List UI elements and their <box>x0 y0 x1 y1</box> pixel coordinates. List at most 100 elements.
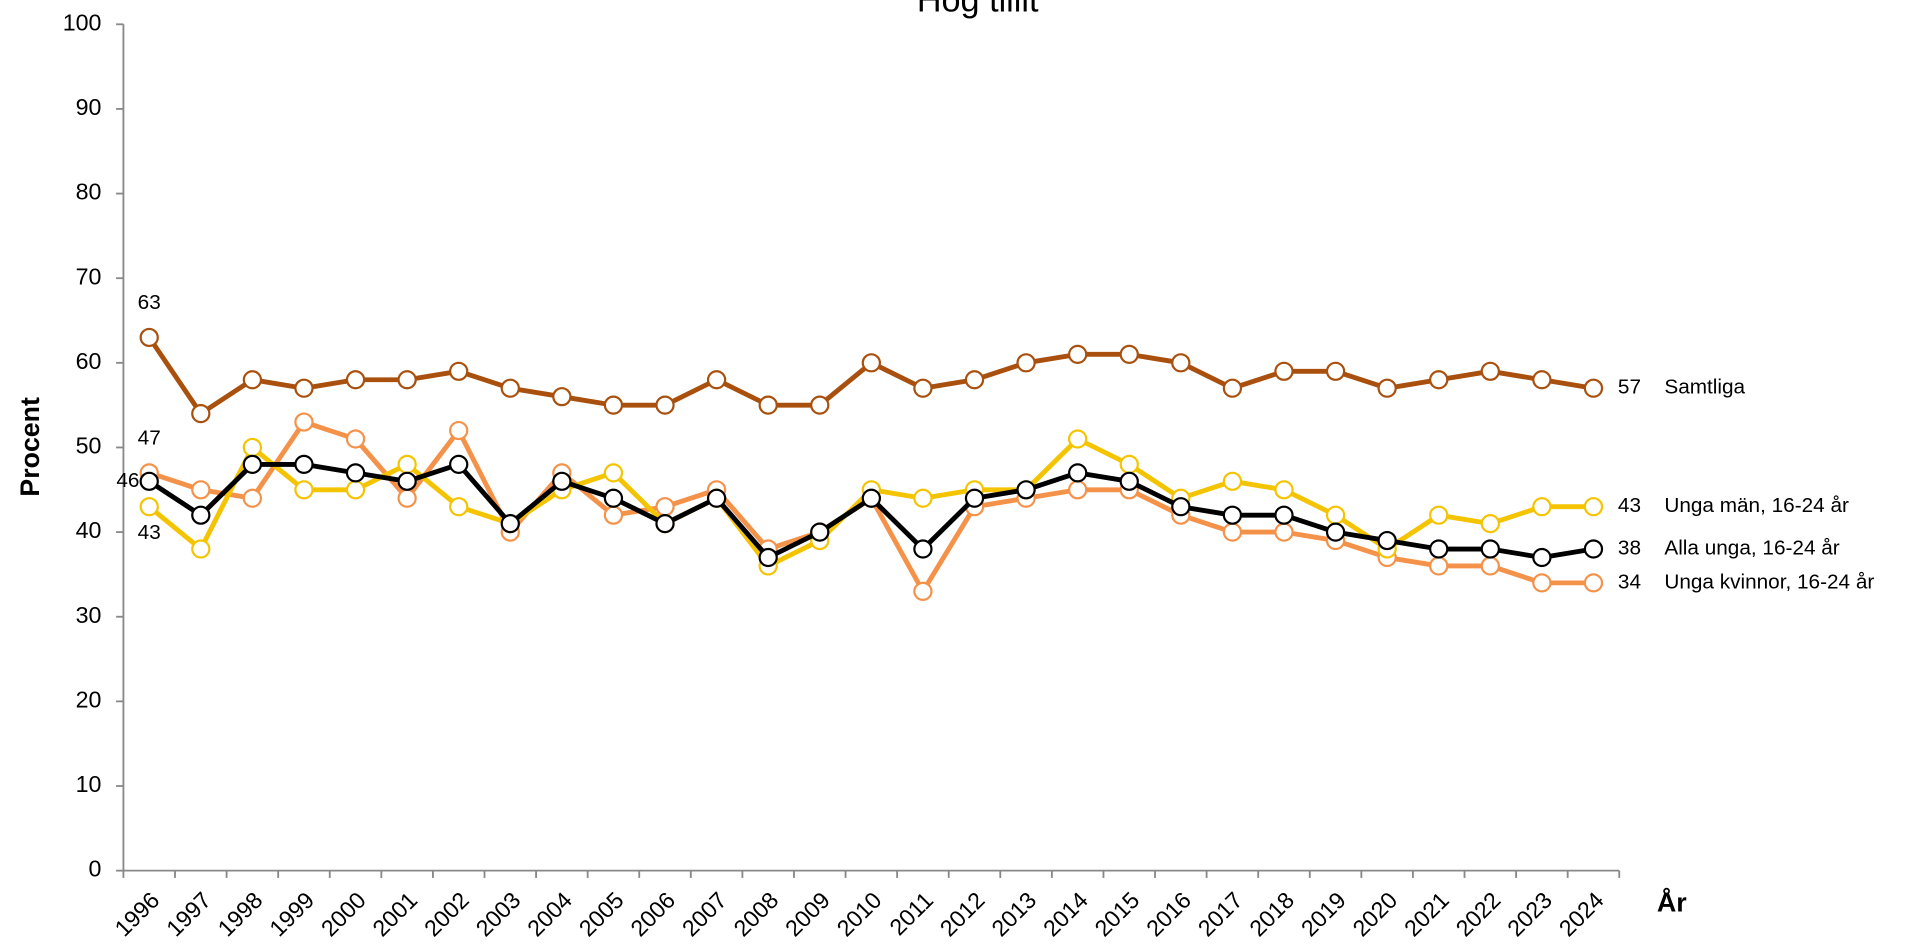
data-point <box>242 370 263 390</box>
x-tick-label: 2023 <box>1502 887 1557 942</box>
data-point <box>706 370 727 390</box>
data-point <box>913 581 933 601</box>
data-point <box>1532 573 1552 593</box>
data-point <box>139 497 159 517</box>
data-label: 47 <box>138 426 161 449</box>
data-point <box>552 387 572 407</box>
x-axis-title: År <box>1657 887 1687 918</box>
data-point <box>1532 547 1552 568</box>
x-tick-label: 2024 <box>1554 887 1609 942</box>
x-tick-label: 2006 <box>625 887 680 942</box>
data-point <box>655 395 675 415</box>
data-point <box>294 412 314 432</box>
data-point <box>242 437 263 458</box>
y-tick-label: 10 <box>76 771 102 797</box>
data-point <box>1119 344 1139 364</box>
data-point <box>1325 361 1346 381</box>
x-tick-label: 2008 <box>728 887 783 942</box>
data-point <box>1274 505 1294 525</box>
data-point <box>1222 378 1243 398</box>
x-tick-label: 2007 <box>677 887 732 942</box>
data-point <box>1016 480 1036 500</box>
data-point <box>1583 573 1604 593</box>
data-label: 34 <box>1618 570 1641 593</box>
data-point <box>603 488 624 508</box>
data-point <box>1068 429 1088 449</box>
legend-label: Alla unga, 16-24 år <box>1664 537 1839 560</box>
series-line <box>147 336 1594 417</box>
data-point <box>294 378 314 398</box>
data-point <box>1583 378 1604 398</box>
data-point <box>1377 530 1397 551</box>
x-tick-label: 2017 <box>1193 887 1248 942</box>
data-point <box>706 488 727 508</box>
data-point <box>1480 556 1500 576</box>
y-tick-label: 40 <box>76 517 102 543</box>
legend-label: Samtliga <box>1664 376 1745 399</box>
data-point <box>810 395 830 415</box>
data-point <box>861 353 881 373</box>
data-point <box>1274 522 1294 542</box>
data-point <box>500 514 520 534</box>
data-point <box>191 480 211 500</box>
data-point <box>1016 353 1036 373</box>
data-label: 57 <box>1618 376 1641 399</box>
data-point <box>397 488 417 508</box>
data-point <box>655 514 675 534</box>
data-point <box>191 505 211 525</box>
x-tick-label: 2022 <box>1451 887 1506 942</box>
data-point <box>1429 556 1449 576</box>
x-tick-label: 1997 <box>161 887 216 942</box>
data-point <box>1325 505 1346 525</box>
data-point <box>1274 480 1294 500</box>
data-point <box>1532 370 1552 390</box>
x-tick-label: 1996 <box>109 887 164 942</box>
x-tick-label: 1998 <box>213 887 268 942</box>
data-label: 43 <box>1618 494 1641 517</box>
y-tick-label: 60 <box>76 348 102 374</box>
legend-label: Unga män, 16-24 år <box>1664 494 1849 517</box>
data-point <box>449 454 469 474</box>
data-point <box>758 395 778 415</box>
data-point <box>964 488 985 508</box>
data-point <box>294 480 314 500</box>
data-point <box>1325 522 1346 542</box>
data-label: 63 <box>138 291 161 314</box>
data-point <box>1068 480 1088 500</box>
data-point <box>1068 463 1088 483</box>
x-tick-label: 2021 <box>1399 887 1454 942</box>
data-point <box>1171 353 1191 373</box>
x-tick-label: 2012 <box>935 887 990 942</box>
data-label: 46 <box>116 469 139 492</box>
data-point <box>1222 522 1243 542</box>
x-tick-label: 1999 <box>264 887 319 942</box>
data-point <box>964 370 985 390</box>
data-point <box>655 497 675 517</box>
data-point <box>552 471 572 491</box>
data-label: 38 <box>1618 537 1641 560</box>
x-tick-label: 2001 <box>367 887 422 942</box>
x-tick-label: 2004 <box>522 887 577 942</box>
data-point <box>191 404 211 424</box>
data-point <box>913 488 933 508</box>
data-point <box>1429 505 1449 525</box>
data-point <box>1480 514 1500 534</box>
x-tick-label: 2011 <box>884 887 938 940</box>
x-tick-label: 2009 <box>780 887 835 942</box>
data-point <box>603 505 624 525</box>
data-point <box>397 370 417 390</box>
x-tick-label: 2003 <box>471 887 526 942</box>
data-point <box>1532 497 1552 517</box>
x-tick-label: 2005 <box>574 887 629 942</box>
x-tick-label: 2016 <box>1141 887 1196 942</box>
x-tick-label: 2020 <box>1347 887 1402 942</box>
data-point <box>1171 497 1191 517</box>
data-label: 43 <box>138 521 161 544</box>
data-point <box>758 547 778 568</box>
y-tick-label: 100 <box>63 9 102 35</box>
data-point <box>1377 378 1397 398</box>
x-tick-label: 2002 <box>419 887 474 942</box>
x-tick-label: 2019 <box>1296 887 1351 942</box>
y-tick-label: 70 <box>76 263 102 289</box>
